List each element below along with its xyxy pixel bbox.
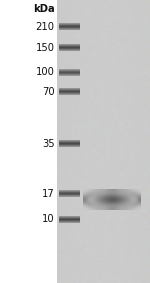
Text: 100: 100 bbox=[36, 67, 55, 77]
Text: 210: 210 bbox=[36, 22, 55, 32]
Text: 10: 10 bbox=[42, 214, 55, 224]
Text: 17: 17 bbox=[42, 189, 55, 199]
Text: 35: 35 bbox=[42, 139, 55, 149]
Text: 150: 150 bbox=[36, 42, 55, 53]
Text: kDa: kDa bbox=[33, 4, 55, 14]
Text: 70: 70 bbox=[42, 87, 55, 97]
